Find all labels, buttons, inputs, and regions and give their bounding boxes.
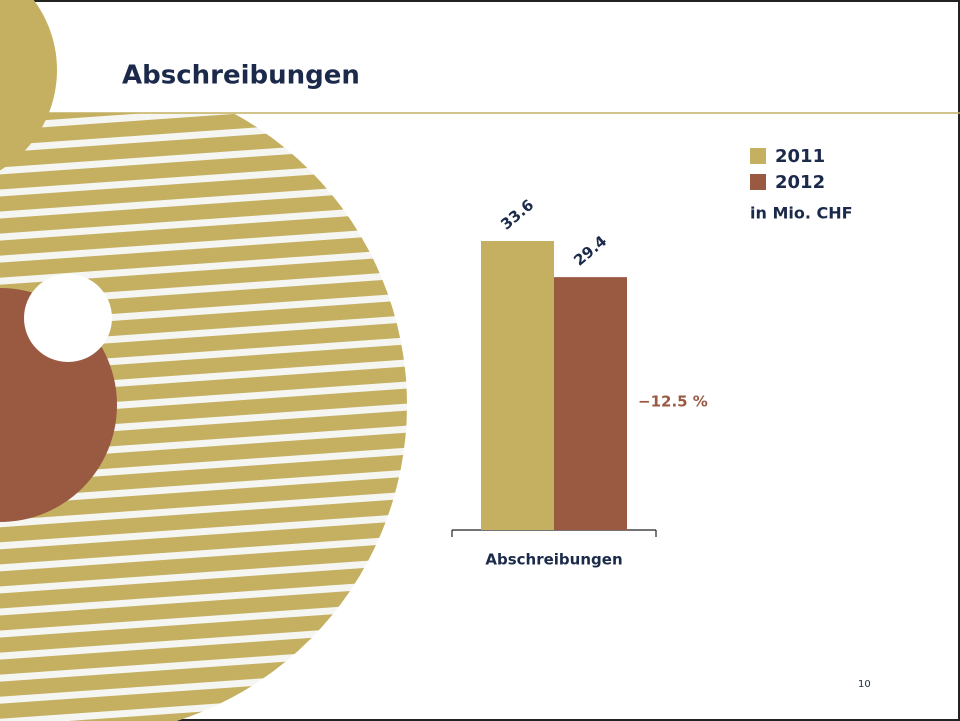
decoration (0, 113, 407, 721)
change-label: −12.5 % (638, 393, 708, 411)
legend-label: 2012 (775, 172, 825, 193)
striped-circle (0, 113, 407, 721)
white-circle (24, 274, 112, 362)
x-tick-label: Abschreibungen (485, 551, 622, 569)
bar (481, 241, 554, 530)
slide-title: Abschreibungen (122, 61, 360, 91)
unit-note: in Mio. CHF (750, 204, 853, 223)
page-number: 10 (858, 679, 871, 690)
legend-label: 2011 (775, 146, 825, 167)
legend-swatch (750, 174, 766, 190)
legend-swatch (750, 148, 766, 164)
gold-circle (0, 0, 57, 171)
bar (554, 277, 627, 530)
